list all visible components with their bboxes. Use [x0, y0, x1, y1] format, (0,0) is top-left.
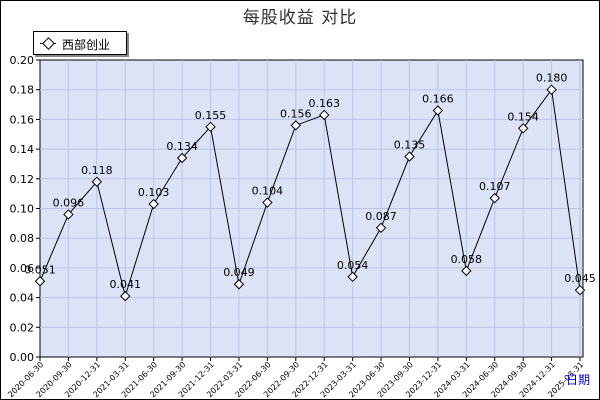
data-label: 0.041 — [110, 278, 142, 291]
data-point — [120, 290, 131, 302]
y-tick-label: 0.04 — [10, 292, 35, 305]
data-point — [34, 276, 46, 287]
data-point — [574, 284, 586, 296]
data-point — [63, 209, 74, 220]
data-label: 0.135 — [394, 139, 426, 152]
data-point — [517, 123, 529, 134]
data-point — [262, 197, 273, 208]
data-point — [148, 198, 159, 210]
x-axis-title: 日期 — [566, 373, 590, 387]
y-tick-label: 0.10 — [10, 203, 35, 216]
data-label: 0.118 — [81, 164, 113, 177]
data-label: 0.049 — [223, 266, 255, 279]
data-label: 0.134 — [166, 140, 198, 153]
y-tick-label: 0.14 — [10, 143, 35, 156]
data-label: 0.166 — [422, 92, 454, 105]
y-tick-label: 0.00 — [10, 351, 35, 364]
data-point — [546, 84, 557, 95]
data-label: 0.156 — [280, 107, 312, 120]
data-label: 0.163 — [308, 97, 340, 110]
data-label: 0.058 — [451, 253, 483, 266]
y-tick-label: 0.12 — [10, 173, 35, 186]
data-label: 0.103 — [138, 186, 170, 199]
data-point — [205, 121, 216, 133]
series-line — [39, 88, 581, 298]
chart-legend: 西部创业 — [33, 31, 127, 55]
data-point — [489, 192, 500, 204]
data-point — [290, 120, 301, 131]
data-point — [233, 279, 245, 290]
y-tick-label: 0.08 — [10, 232, 35, 245]
data-label: 0.180 — [536, 72, 568, 85]
data-point — [375, 222, 387, 234]
data-label: 0.096 — [53, 196, 85, 209]
data-label: 0.107 — [479, 180, 511, 193]
data-point — [319, 109, 330, 121]
data-label: 0.054 — [337, 259, 369, 272]
chart-title: 每股收益 对比 — [242, 8, 358, 28]
data-point — [461, 265, 472, 277]
data-point — [347, 271, 358, 283]
y-tick-label: 0.20 — [10, 54, 35, 67]
data-label: 0.155 — [195, 109, 227, 122]
data-point — [91, 176, 103, 187]
y-tick-label: 0.18 — [10, 84, 35, 97]
data-point — [176, 152, 188, 164]
y-tick-label: 0.16 — [10, 113, 35, 126]
data-point — [404, 151, 415, 162]
data-label: 0.154 — [507, 110, 539, 123]
y-tick-label: 0.06 — [10, 262, 35, 275]
data-label: 0.051 — [24, 263, 56, 276]
data-label: 0.045 — [564, 272, 596, 285]
data-label: 0.087 — [365, 210, 397, 223]
data-point — [432, 105, 444, 116]
y-tick-label: 0.02 — [10, 321, 35, 334]
legend-series-label: 西部创业 — [62, 38, 111, 52]
data-label: 0.104 — [252, 185, 284, 198]
